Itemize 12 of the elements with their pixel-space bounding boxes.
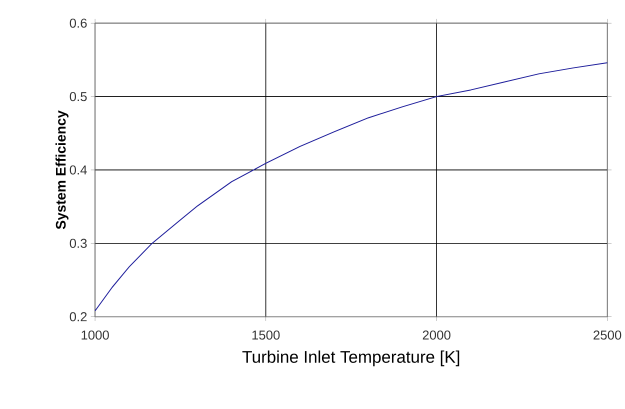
y-tick-label: 0.2 (70, 312, 87, 322)
x-tick-label: 2000 (422, 330, 450, 340)
x-tick-label: 1500 (252, 330, 280, 340)
y-tick-label: 0.4 (70, 165, 87, 175)
y-tick-label: 0.6 (70, 18, 87, 28)
line-series (94, 62, 608, 312)
y-tick-label: 0.3 (70, 238, 87, 248)
y-axis-title: System Efficiency (56, 110, 68, 230)
y-tick-label: 0.5 (70, 92, 87, 102)
x-tick-label: 2500 (594, 330, 622, 340)
x-axis-title: Turbine Inlet Temperature [K] (242, 350, 460, 366)
x-tick-label: 1000 (82, 330, 109, 340)
